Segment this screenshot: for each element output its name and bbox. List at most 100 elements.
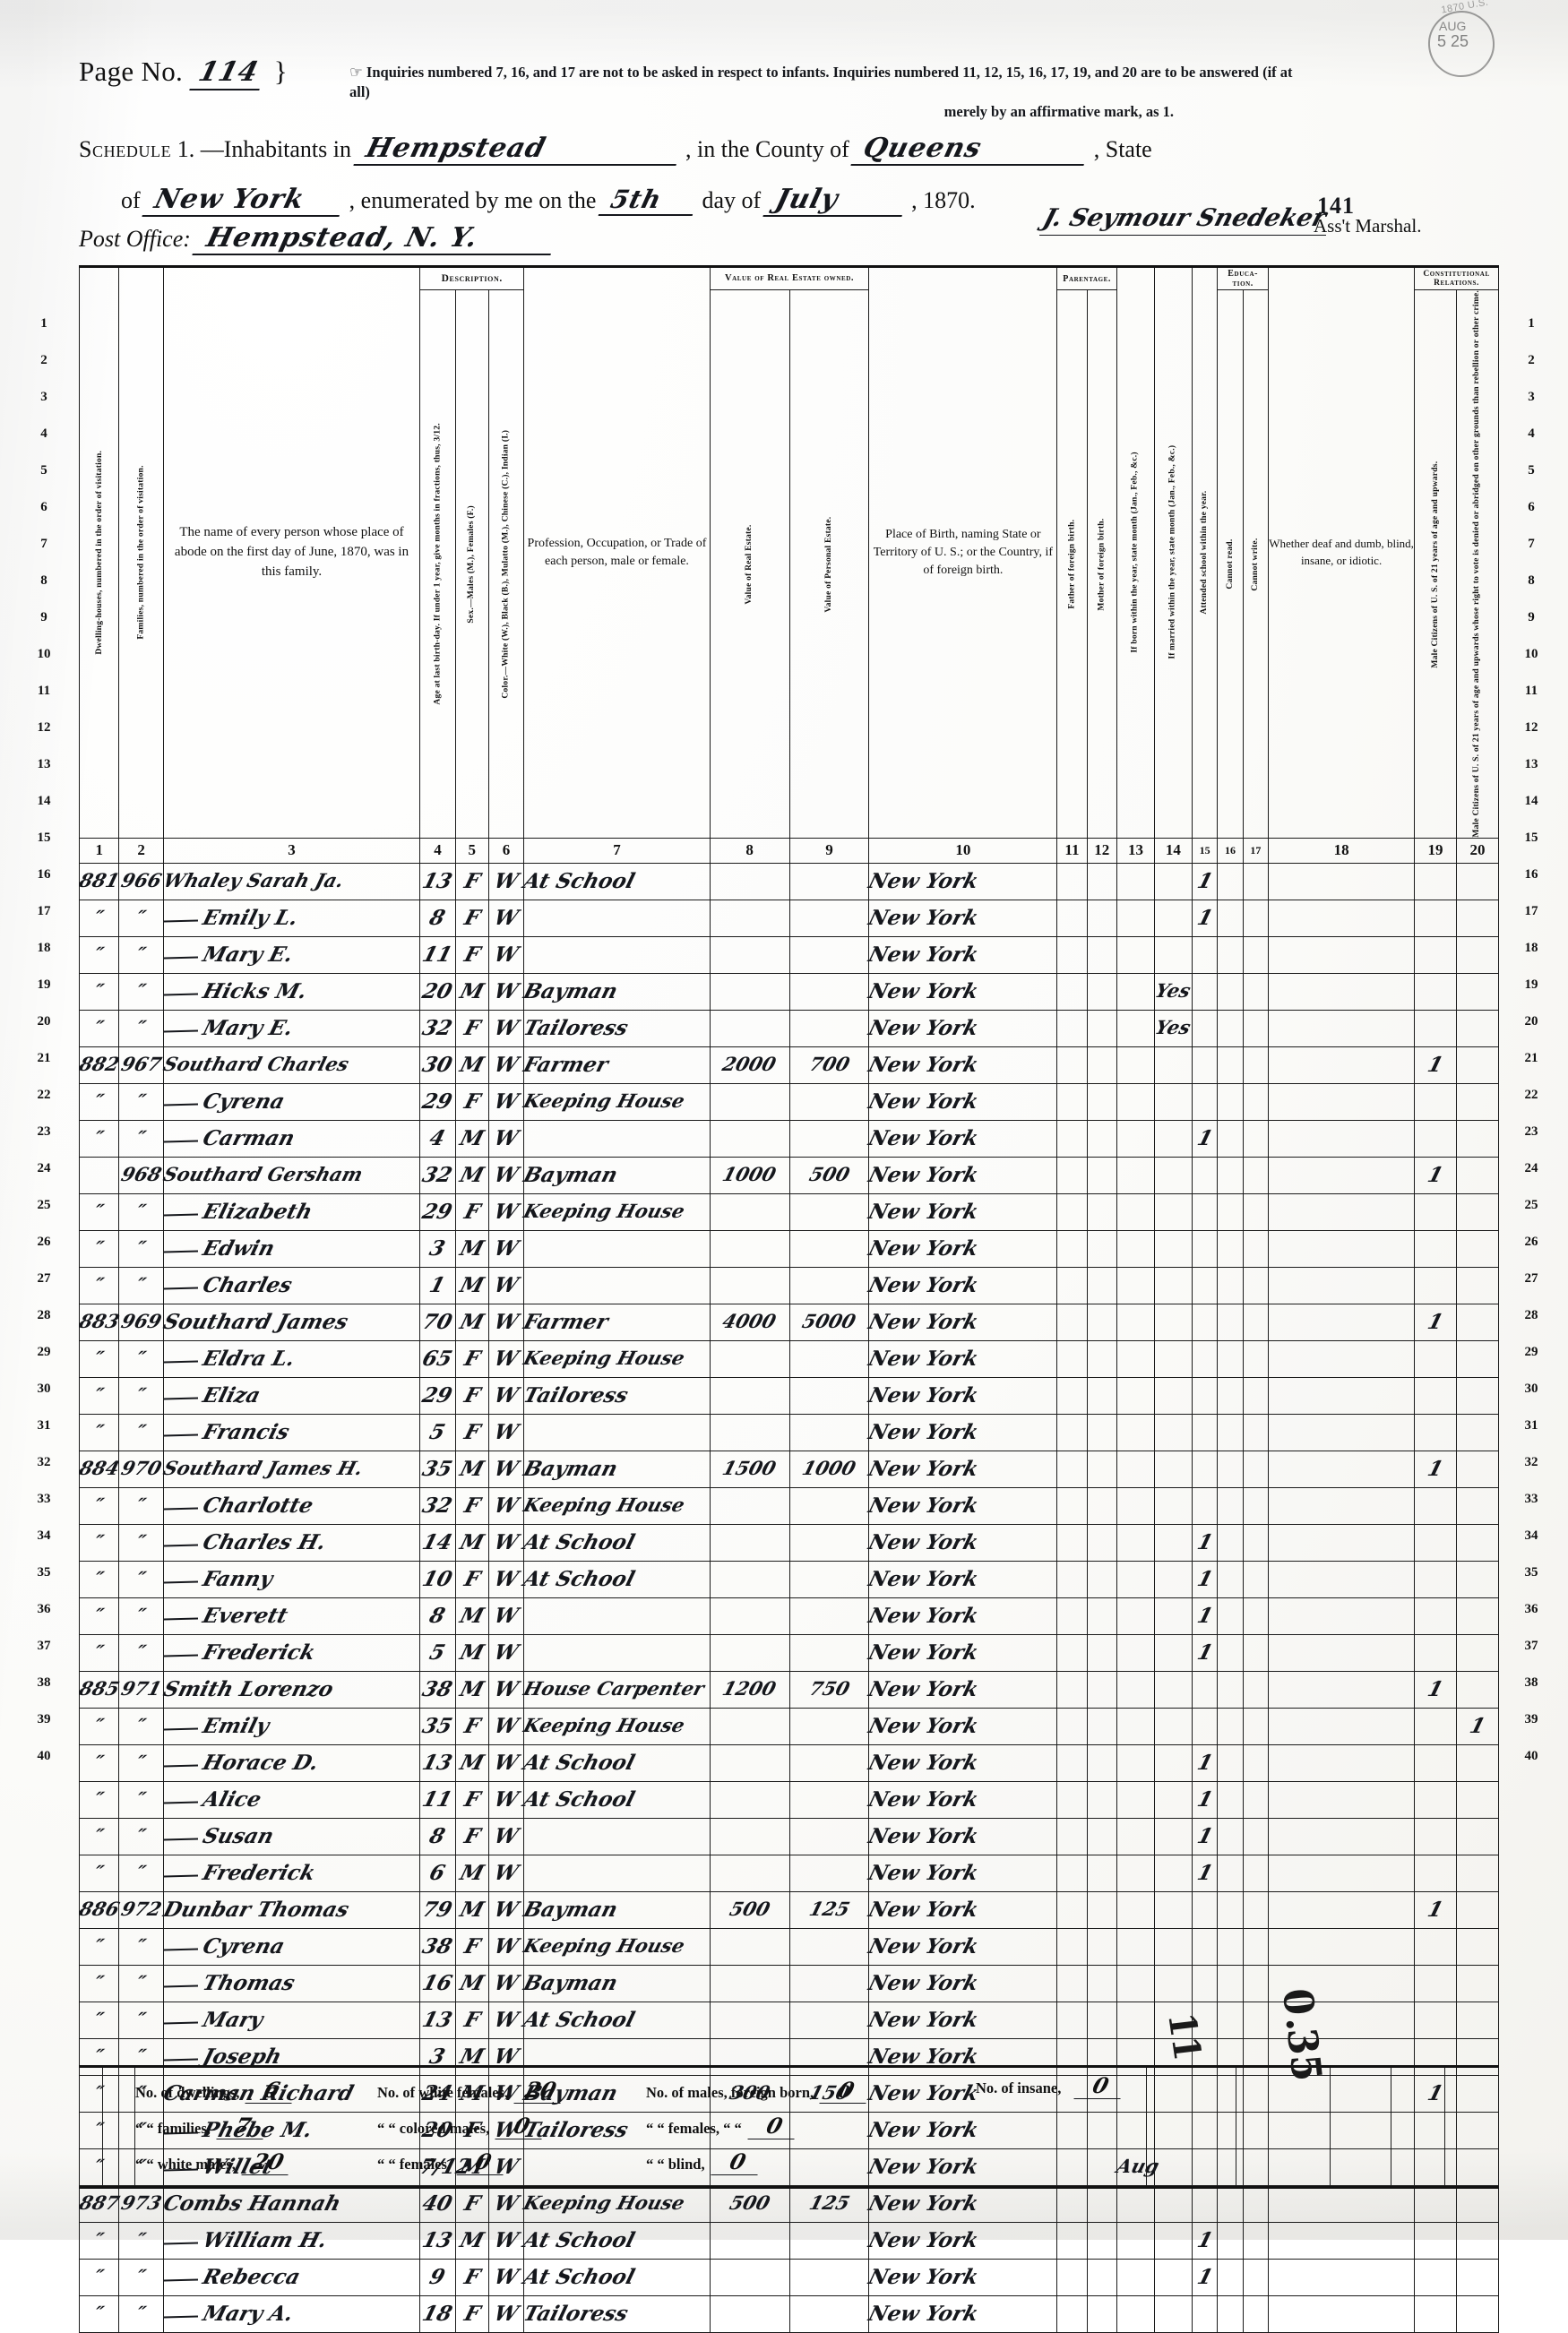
- cell-occupation: [523, 2037, 711, 2076]
- summary-field-value: 0: [456, 2148, 510, 2175]
- cell-born-within-year: [1116, 899, 1155, 937]
- cell-age: 30: [419, 1046, 456, 1084]
- cell-cannot-read: [1217, 1339, 1244, 1378]
- summary-field: “ “ colored males, 0: [377, 2111, 646, 2147]
- cell-born-within-year: [1116, 2294, 1155, 2333]
- table-row[interactable]: ″ ″ Eldra L. 65 F W Keeping House New York: [78, 1339, 1500, 1378]
- cell-color: W: [487, 1266, 525, 1304]
- cell-mother-foreign: [1086, 862, 1117, 900]
- cell-mother-foreign: [1086, 1780, 1117, 1819]
- cell-cannot-write: [1242, 935, 1270, 974]
- table-row[interactable]: ″ ″ Thomas 16 M W Bayman New York: [78, 1964, 1500, 2002]
- table-row[interactable]: ″ ″ Hicks M. 20 M W Bayman New York Yes: [78, 972, 1500, 1011]
- table-row[interactable]: ″ ″ Mary E. 11 F W New York: [78, 935, 1500, 974]
- cell-age: 32: [419, 1009, 456, 1047]
- table-row[interactable]: ″ ″ Carman 4 M W New York 1: [78, 1119, 1500, 1158]
- row-number-left: 36: [37, 1602, 51, 1616]
- row-number-right: 17: [1524, 904, 1538, 918]
- column-number-15: 15: [1191, 837, 1219, 864]
- table-row[interactable]: ″ ″ Fanny 10 F W At School New York 1: [78, 1560, 1500, 1598]
- table-row[interactable]: ″ ″ Emily 35 F W Keeping House New York 1: [78, 1707, 1500, 1745]
- table-row[interactable]: ″ ″ Rebecca 9 F W At School New York 1: [78, 2258, 1500, 2296]
- person-name-text: Eliza: [200, 1382, 263, 1408]
- cell-person-name: William H.: [162, 2221, 421, 2260]
- cell-personal-estate: [788, 1597, 870, 1635]
- row-number-right: 19: [1524, 977, 1538, 992]
- row-number-right: 9: [1528, 610, 1535, 624]
- table-row[interactable]: 886 972 Dunbar Thomas 79 M W Bayman 500 125 New Y…: [77, 1890, 1500, 1929]
- cell-cannot-write: [1242, 1633, 1270, 1672]
- table-row[interactable]: ″ ″ Mary 13 F W At School New York: [78, 2001, 1500, 2039]
- cell-color: W: [487, 972, 525, 1011]
- cell-born-within-year: [1116, 1670, 1155, 1709]
- cell-personal-estate: [788, 1229, 870, 1268]
- table-row[interactable]: 881 966 Whaley Sarah Ja. 13 F W At School New Y…: [77, 862, 1500, 900]
- table-row[interactable]: ″ ″ Frederick 6 M W New York 1: [78, 1854, 1500, 1892]
- cell-father-foreign: [1056, 1964, 1088, 2002]
- cell-cannot-read: [1217, 899, 1244, 937]
- table-row[interactable]: ″ ″ Mary A. 18 F W Tailoress New York: [78, 2294, 1500, 2333]
- table-row[interactable]: 968 Southard Gersham 32 M W Bayman 1000 500 New …: [78, 1156, 1500, 1194]
- cell-attended-school: [1191, 1890, 1219, 1929]
- table-row[interactable]: ″ ″ William H. 13 M W At School New York 1: [78, 2221, 1500, 2260]
- cell-birthplace: New York: [866, 1229, 1058, 1268]
- table-row[interactable]: ″ ″ Alice 11 F W At School New York 1: [78, 1780, 1500, 1819]
- table-row[interactable]: ″ ″ Frederick 5 M W New York 1: [78, 1633, 1500, 1672]
- table-row[interactable]: ″ ″ Charles H. 14 M W At School New York 1: [78, 1523, 1500, 1562]
- person-name-text: Southard James: [160, 1309, 351, 1334]
- table-row[interactable]: ″ ″ Carman Richard 24 M W Bayman 300 150 New York…: [78, 2074, 1500, 2113]
- table-row[interactable]: ″ ″ Elizabeth 29 F W Keeping House New York: [78, 1192, 1500, 1231]
- table-row[interactable]: ″ ″ Phebe M. 20 F W Tailoress New York: [78, 2111, 1500, 2149]
- cell-father-foreign: [1056, 1450, 1088, 1488]
- table-row[interactable]: ″ ″ Charles 1 M W New York: [78, 1266, 1500, 1304]
- table-row[interactable]: ″ ″ Charlotte 32 F W Keeping House New York: [78, 1486, 1500, 1525]
- cell-father-foreign: [1056, 1780, 1088, 1819]
- table-row[interactable]: ″ ″ Cyrena 38 F W Keeping House New York: [78, 1927, 1500, 1966]
- cell-defect: [1268, 935, 1416, 974]
- cell-dwelling-number: 883: [77, 1303, 122, 1341]
- cell-family-number: 969: [118, 1303, 164, 1341]
- row-number-right: 34: [1524, 1528, 1538, 1543]
- cell-male-citizen: [1414, 1413, 1457, 1451]
- table-row[interactable]: 885 971 Smith Lorenzo 38 M W House Carpenter 12…: [77, 1670, 1500, 1709]
- table-row[interactable]: ″ ″ Joseph 3 M W New York: [78, 2037, 1500, 2076]
- cell-color: W: [487, 2074, 525, 2113]
- row-number-right: 3: [1528, 390, 1535, 404]
- cell-birthplace: New York: [866, 2221, 1058, 2260]
- row-number-left: 5: [40, 463, 47, 478]
- cell-married-within-year: [1153, 1523, 1193, 1562]
- instruction-notice: ☞ Inquiries numbered 7, 16, and 17 are n…: [349, 63, 1308, 121]
- cell-person-name: Francis: [162, 1413, 421, 1451]
- table-row[interactable]: ″ ″ Eliza 29 F W Tailoress New York: [78, 1376, 1500, 1415]
- cell-age: 9: [419, 2258, 456, 2296]
- ditto-dash-icon: [163, 1948, 198, 1951]
- table-row[interactable]: 887 973 Combs Hannah 40 F W Keeping House 500 12…: [77, 2184, 1500, 2223]
- cell-family-number: 968: [118, 1156, 164, 1194]
- cell-age: 10: [419, 1560, 456, 1598]
- assistant-marshal-label: Ass't Marshal.: [1314, 215, 1422, 237]
- cell-age: 6: [419, 1854, 456, 1892]
- table-row[interactable]: ″ ″ Emily L. 8 F W New York 1: [78, 899, 1500, 937]
- cell-father-foreign: [1056, 1597, 1088, 1635]
- table-row[interactable]: 883 969 Southard James 70 M W Farmer 4000 5000 Ne…: [77, 1303, 1500, 1341]
- cell-sex: M: [454, 2074, 489, 2113]
- cell-color: W: [487, 1486, 525, 1525]
- table-row[interactable]: ″ ″ Edwin 3 M W New York: [78, 1229, 1500, 1268]
- cell-family-number: ″: [118, 935, 164, 974]
- table-row[interactable]: ″ ″ Susan 8 F W New York 1: [78, 1817, 1500, 1855]
- table-row[interactable]: ″ ″ Francis 5 F W New York: [78, 1413, 1500, 1451]
- cell-mother-foreign: [1086, 1376, 1117, 1415]
- table-row[interactable]: ″ ″ Cyrena 29 F W Keeping House New York: [78, 1082, 1500, 1121]
- column-number-3: 3: [162, 837, 421, 864]
- table-row[interactable]: 884 970 Southard James H. 35 M W Bayman 1500 100…: [77, 1450, 1500, 1488]
- cell-age: 13: [419, 862, 456, 900]
- table-row[interactable]: ″ ″ Everett 8 M W New York 1: [78, 1597, 1500, 1635]
- cell-attended-school: [1191, 1927, 1219, 1966]
- table-row[interactable]: ″ ″ Horace D. 13 M W At School New York 1: [78, 1743, 1500, 1782]
- cell-father-foreign: [1056, 1707, 1088, 1745]
- cell-real-estate: [709, 1486, 790, 1525]
- table-row[interactable]: ″ ″ Mary E. 32 F W Tailoress New York Yes: [78, 1009, 1500, 1047]
- cell-dwelling-number: ″: [78, 935, 120, 974]
- table-row[interactable]: 882 967 Southard Charles 30 M W Farmer 2000 700 N…: [77, 1046, 1500, 1084]
- cell-defect: [1268, 1743, 1416, 1782]
